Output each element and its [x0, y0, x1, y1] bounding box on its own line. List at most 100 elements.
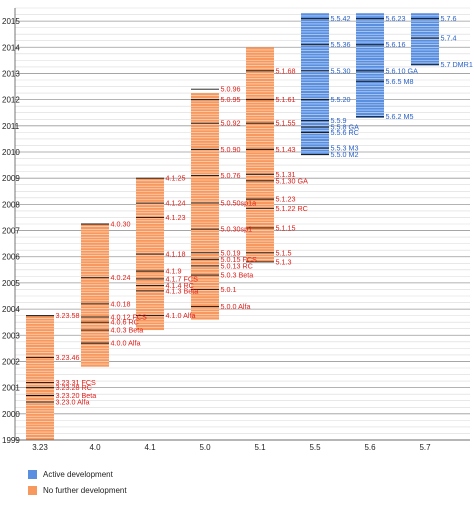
- release-label: 4.1.18: [166, 250, 186, 259]
- release-label: 5.5.30: [331, 66, 351, 75]
- y-tick-label: 1999: [2, 436, 20, 445]
- release-label: 5.0.96: [221, 85, 241, 94]
- release-label: 5.7.6: [441, 14, 457, 23]
- release-label: 4.1.25: [166, 174, 186, 183]
- y-tick-label: 2010: [2, 148, 20, 157]
- legend-swatch-active: [28, 469, 37, 479]
- x-tick-label: 3.23: [32, 443, 48, 452]
- release-label: 4.1.9: [166, 267, 182, 276]
- y-tick-label: 2015: [2, 17, 20, 26]
- x-tick-label: 5.0: [199, 443, 211, 452]
- y-tick-label: 2011: [2, 122, 20, 131]
- version-bars: [26, 13, 439, 440]
- release-label: 5.5.42: [331, 14, 351, 23]
- release-label: 4.1.24: [166, 199, 186, 208]
- legend-item-active: Active development: [28, 466, 127, 482]
- release-label: 5.5.8 GA: [331, 123, 360, 132]
- release-label: 4.1.3 Beta: [166, 286, 199, 295]
- x-tick-label: 4.1: [144, 443, 156, 452]
- legend-swatch-inactive: [28, 485, 37, 495]
- bar-5-5: [301, 13, 329, 155]
- release-label: 5.5.9: [331, 116, 347, 125]
- release-label: 3.23.46: [56, 353, 80, 362]
- x-tick-label: 5.5: [309, 443, 321, 452]
- release-label: 5.0.0 Alfa: [221, 302, 251, 311]
- release-label: 5.1.30 GA: [276, 176, 309, 185]
- legend-label-inactive: No further development: [43, 485, 127, 495]
- release-label: 5.6.16: [386, 40, 406, 49]
- bar-3-23: [26, 315, 54, 440]
- release-label: 3.23.28 RC: [56, 383, 92, 392]
- release-label: 5.1.23: [276, 195, 296, 204]
- y-tick-label: 2014: [2, 43, 20, 52]
- release-label: 4.1.4 RC: [166, 281, 194, 290]
- release-label: 4.0.24: [111, 273, 131, 282]
- release-label: 5.5.3 M3: [331, 144, 359, 153]
- legend-label-active: Active development: [43, 469, 113, 479]
- release-label: 5.0.13 RC: [221, 261, 253, 270]
- release-label: 5.1.43: [276, 145, 296, 154]
- y-tick-label: 2003: [2, 331, 20, 340]
- release-label: 5.0.3 Beta: [221, 271, 254, 280]
- release-label: 3.23.31 FCS: [56, 378, 97, 387]
- release-label: 4.0.3 Beta: [111, 326, 144, 335]
- y-tick-label: 2002: [2, 357, 20, 366]
- release-label: 5.7 DMR1: [441, 60, 473, 69]
- legend: Active development No further developmen…: [28, 466, 127, 498]
- release-label: 5.0.19: [221, 248, 241, 257]
- x-tick-label: 5.1: [254, 443, 266, 452]
- release-label: 4.0.6 RC: [111, 318, 139, 327]
- release-label: 5.0.92: [221, 119, 241, 128]
- release-label: 4.0.30: [111, 220, 131, 229]
- y-tick-label: 2013: [2, 69, 20, 78]
- release-label: 5.5.0 M2: [331, 150, 359, 159]
- y-tick-label: 2000: [2, 410, 20, 419]
- x-tick-label: 5.7: [419, 443, 431, 452]
- release-label: 5.1.3: [276, 257, 292, 266]
- release-label: 5.1.15: [276, 223, 296, 232]
- y-tick-label: 2005: [2, 279, 20, 288]
- release-label: 5.0.76: [221, 171, 241, 180]
- legend-item-inactive: No further development: [28, 482, 127, 498]
- release-label: 4.0.18: [111, 299, 131, 308]
- release-label: 5.7.4: [441, 34, 457, 43]
- release-label: 5.5.36: [331, 40, 351, 49]
- release-label: 5.0.50sp1a: [221, 199, 257, 208]
- y-tick-label: 2009: [2, 174, 20, 183]
- release-label: 5.1.31: [276, 170, 296, 179]
- y-tick-label: 2007: [2, 227, 20, 236]
- release-label: 5.5.6 RC: [331, 128, 359, 137]
- release-label: 5.0.1: [221, 285, 237, 294]
- y-tick-label: 2012: [2, 96, 20, 105]
- release-label: 5.0.95: [221, 95, 241, 104]
- y-tick-label: 2006: [2, 253, 20, 262]
- release-label: 5.0.90: [221, 145, 241, 154]
- release-label: 4.0.0 Alfa: [111, 339, 141, 348]
- gridlines: [15, 7, 470, 441]
- x-tick-label: 4.0: [89, 443, 101, 452]
- y-tick-label: 2004: [2, 305, 20, 314]
- release-label: 4.1.7 FCS: [166, 274, 199, 283]
- release-label: 5.6.10 GA: [386, 66, 419, 75]
- release-label: 5.0.15 FCS: [221, 255, 258, 264]
- release-label: 3.23.0 Alfa: [56, 398, 90, 407]
- release-label: 5.1.61: [276, 95, 296, 104]
- release-label: 5.6.2 M5: [386, 112, 414, 121]
- y-tick-label: 2008: [2, 200, 20, 209]
- release-label: 5.6.5 M8: [386, 77, 414, 86]
- axes: 1999 2000 2001 2002 2003 2004 2005 2006 2007 2008…: [2, 8, 470, 452]
- release-label: 5.5.20: [331, 95, 351, 104]
- release-label: 5.6.23: [386, 14, 406, 23]
- release-label: 5.1.5: [276, 248, 292, 257]
- release-label: 5.1.68: [276, 66, 296, 75]
- release-label: 4.1.23: [166, 213, 186, 222]
- release-label: 5.1.22 RC: [276, 204, 308, 213]
- release-label: 4.0.12 FCS: [111, 312, 148, 321]
- release-label: 5.1.55: [276, 119, 296, 128]
- y-tick-label: 2001: [2, 384, 20, 393]
- release-label: 4.1.0 Alfa: [166, 311, 196, 320]
- x-tick-label: 5.6: [364, 443, 376, 452]
- release-label: 3.23.58: [56, 311, 80, 320]
